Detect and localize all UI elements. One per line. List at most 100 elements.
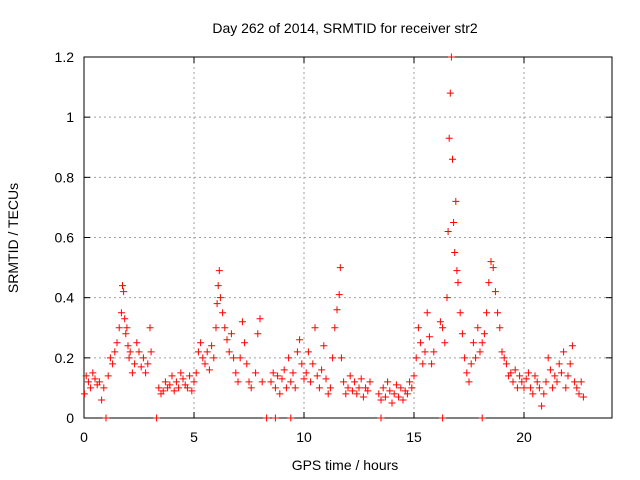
data-point	[213, 300, 221, 308]
y-tick-label: 0.6	[55, 230, 75, 246]
data-point	[131, 360, 139, 368]
data-point	[208, 342, 216, 350]
data-point	[307, 378, 315, 386]
data-point	[311, 324, 319, 332]
data-point	[366, 378, 374, 386]
data-point	[513, 384, 521, 392]
data-point	[491, 288, 499, 296]
data-point	[117, 309, 125, 317]
data-point	[507, 369, 515, 377]
data-point	[353, 390, 361, 398]
data-point	[538, 402, 546, 410]
data-point	[168, 372, 176, 380]
data-point	[359, 393, 367, 401]
data-point	[395, 393, 403, 401]
data-point	[397, 384, 405, 392]
data-point	[304, 348, 312, 356]
data-point	[111, 348, 119, 356]
data-point	[269, 369, 277, 377]
x-tick-label: 10	[296, 429, 312, 445]
data-point	[428, 360, 436, 368]
data-point	[476, 348, 484, 356]
data-point	[439, 414, 447, 422]
data-point	[203, 348, 211, 356]
data-point	[467, 360, 475, 368]
data-point	[377, 396, 385, 404]
data-point	[109, 360, 117, 368]
data-point	[80, 390, 88, 398]
y-tick-label: 0.4	[55, 290, 75, 306]
data-point	[388, 399, 396, 407]
data-point	[146, 324, 154, 332]
data-point	[87, 384, 95, 392]
data-point	[172, 378, 180, 386]
data-point	[355, 384, 363, 392]
data-point	[205, 366, 213, 374]
data-point	[577, 378, 585, 386]
y-tick-label: 1	[66, 109, 74, 125]
data-point	[225, 348, 233, 356]
data-point	[318, 366, 326, 374]
x-tick-label: 5	[190, 429, 198, 445]
data-point	[340, 378, 348, 386]
data-point	[296, 336, 304, 344]
data-point	[263, 414, 271, 422]
data-point	[336, 264, 344, 272]
data-point	[175, 384, 183, 392]
data-point	[84, 378, 92, 386]
data-point	[82, 372, 90, 380]
data-point	[280, 366, 288, 374]
data-point	[326, 384, 334, 392]
data-point	[254, 330, 262, 338]
data-point	[133, 339, 141, 347]
data-point	[252, 369, 260, 377]
data-point	[494, 309, 502, 317]
data-point	[139, 354, 147, 362]
data-point	[278, 375, 286, 383]
data-point	[566, 360, 574, 368]
data-point	[406, 378, 414, 386]
data-point	[414, 324, 422, 332]
data-point	[232, 369, 240, 377]
y-axis-label: SRMTID / TECUs	[5, 183, 21, 293]
data-point	[444, 227, 452, 235]
data-point	[423, 309, 431, 317]
data-point	[267, 378, 275, 386]
data-point	[451, 249, 459, 257]
y-tick-label: 1.2	[55, 49, 75, 65]
data-point	[144, 360, 152, 368]
data-point	[562, 384, 570, 392]
data-point	[560, 348, 568, 356]
plot-frame	[83, 56, 613, 419]
data-point	[571, 378, 579, 386]
data-point	[399, 396, 407, 404]
data-point	[449, 155, 456, 163]
data-point	[120, 288, 128, 296]
data-point	[102, 414, 110, 422]
data-point	[518, 378, 526, 386]
data-point	[520, 384, 528, 392]
data-point	[351, 378, 359, 386]
data-point	[119, 282, 126, 290]
data-point	[197, 339, 205, 347]
data-point	[271, 384, 279, 392]
data-point	[137, 363, 145, 371]
data-point	[214, 282, 222, 290]
data-point	[553, 378, 561, 386]
data-point	[524, 369, 532, 377]
data-point	[104, 372, 112, 380]
data-point	[472, 354, 480, 362]
data-point	[234, 378, 242, 386]
data-point	[186, 372, 194, 380]
data-point	[190, 378, 198, 386]
data-point	[346, 372, 354, 380]
data-point	[535, 384, 543, 392]
data-point	[183, 384, 191, 392]
data-point	[348, 387, 356, 395]
data-point	[243, 360, 251, 368]
data-point	[302, 369, 310, 377]
x-tick-label: 20	[516, 429, 532, 445]
data-point	[210, 354, 218, 362]
data-point	[215, 267, 223, 275]
data-point	[516, 372, 524, 380]
